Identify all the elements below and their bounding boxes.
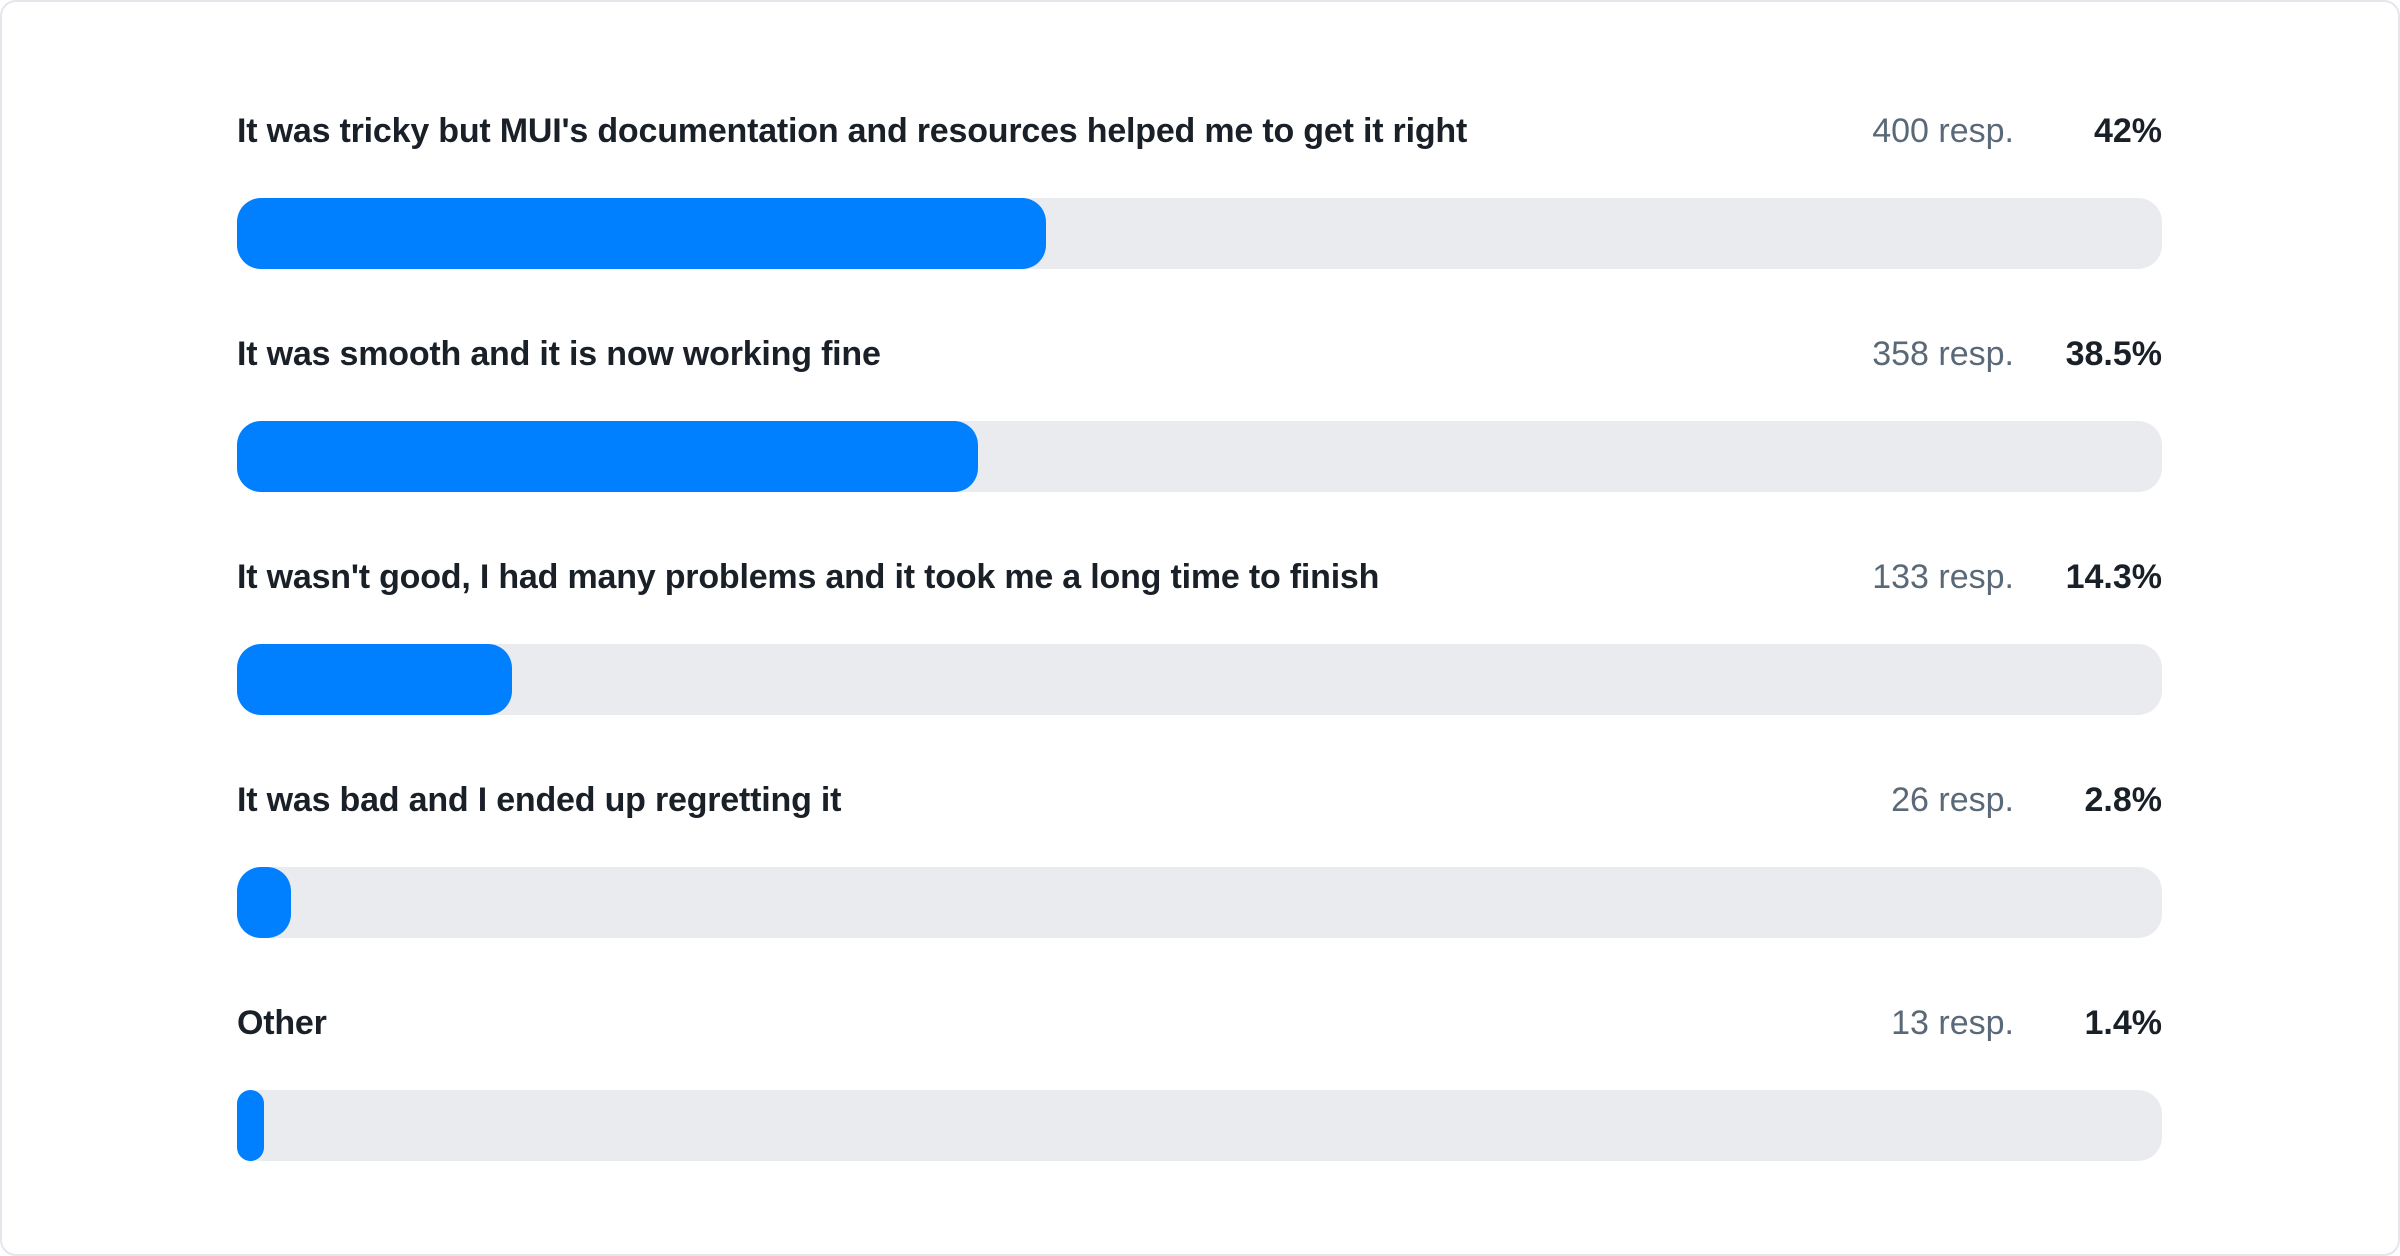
poll-row: It was tricky but MUI's documentation an…: [237, 106, 2162, 269]
bar-track: [237, 1090, 2162, 1161]
poll-row-header: It was bad and I ended up regretting it …: [237, 775, 2162, 826]
bar-track: [237, 198, 2162, 269]
answer-label: It was tricky but MUI's documentation an…: [237, 112, 1468, 150]
poll-row-header: Other 13 resp. 1.4%: [237, 998, 2162, 1049]
poll-row: Other 13 resp. 1.4%: [237, 998, 2162, 1161]
response-count: 400 resp.: [1872, 112, 2014, 150]
poll-row: It was bad and I ended up regretting it …: [237, 775, 2162, 938]
response-count: 133 resp.: [1872, 558, 2014, 596]
bar-track: [237, 644, 2162, 715]
bar-fill: [237, 644, 513, 715]
percent-value: 14.3%: [2065, 558, 2162, 596]
percent-value: 38.5%: [2065, 335, 2162, 373]
answer-label: It was smooth and it is now working fine: [237, 335, 881, 373]
poll-row: It wasn't good, I had many problems and …: [237, 552, 2162, 715]
poll-row-header: It was tricky but MUI's documentation an…: [237, 106, 2162, 157]
percent-value: 1.4%: [2084, 1004, 2163, 1042]
bar-fill: [237, 867, 291, 938]
bar-track: [237, 421, 2162, 492]
answer-label: Other: [237, 1004, 327, 1042]
response-count: 26 resp.: [1891, 781, 2014, 819]
bar-fill: [237, 421, 979, 492]
answer-label: It was bad and I ended up regretting it: [237, 781, 842, 819]
bar-track: [237, 867, 2162, 938]
response-count: 13 resp.: [1891, 1004, 2014, 1042]
bar-fill: [237, 1090, 264, 1161]
poll-row-header: It was smooth and it is now working fine…: [237, 329, 2162, 380]
response-count: 358 resp.: [1872, 335, 2014, 373]
poll-row: It was smooth and it is now working fine…: [237, 329, 2162, 492]
percent-value: 2.8%: [2084, 781, 2163, 819]
poll-row-header: It wasn't good, I had many problems and …: [237, 552, 2162, 603]
percent-value: 42%: [2093, 112, 2162, 150]
answer-label: It wasn't good, I had many problems and …: [237, 558, 1380, 596]
bar-fill: [237, 198, 1046, 269]
